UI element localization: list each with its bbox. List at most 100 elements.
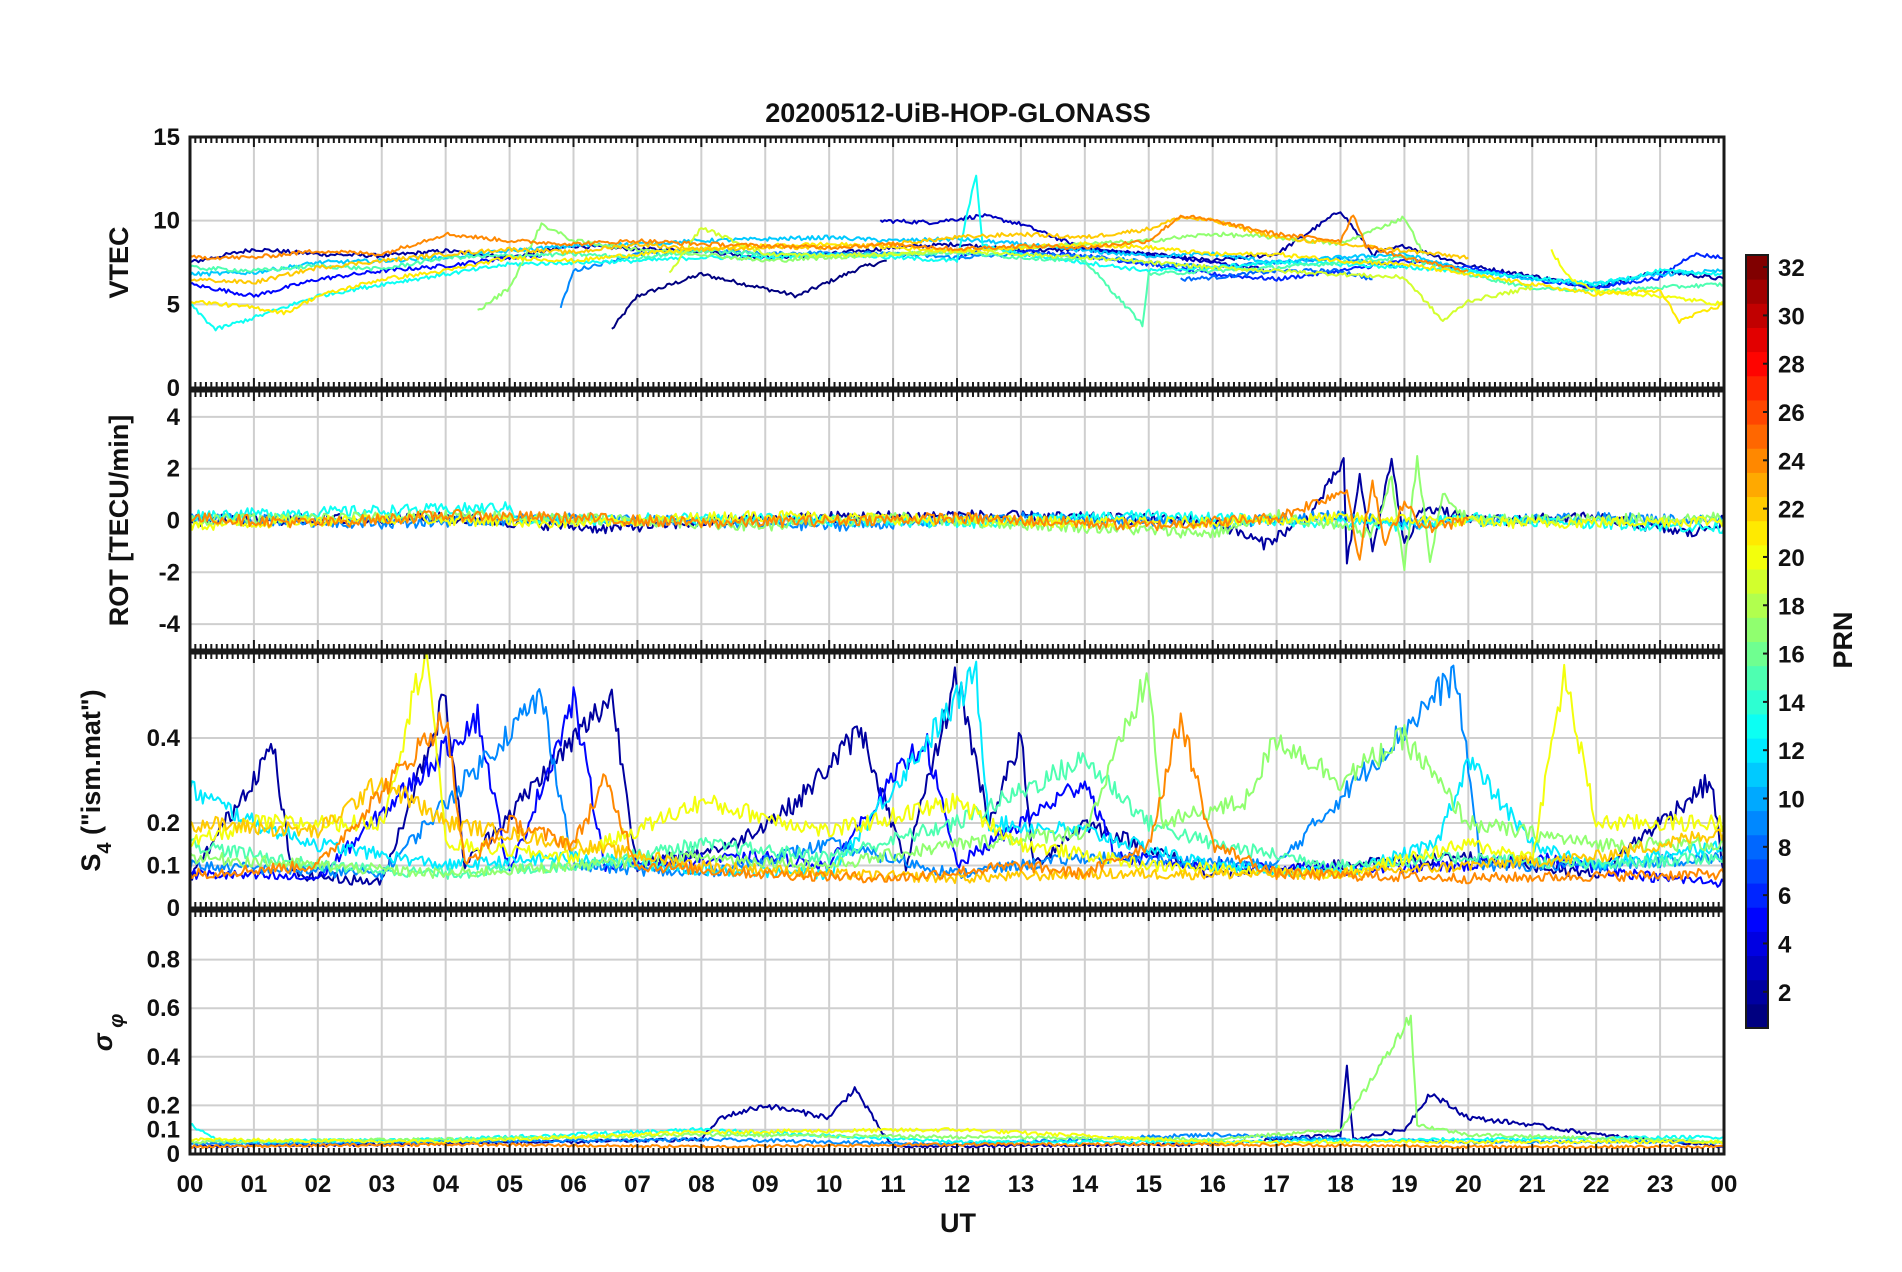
x-tick-label: 00 [177, 1171, 204, 1198]
series-line-prn-20 [190, 653, 1724, 880]
colorbar-segment [1746, 713, 1768, 739]
colorbar-segment [1746, 375, 1768, 401]
series-line-prn-5 [190, 686, 1724, 888]
colorbar-tick-label: 2 [1778, 980, 1791, 1007]
x-tick-label: 21 [1519, 1171, 1546, 1198]
colorbar-segment [1746, 472, 1768, 498]
colorbar-segment [1746, 931, 1768, 957]
colorbar-tick-label: 10 [1778, 787, 1805, 814]
y-tick-label: -2 [159, 559, 180, 586]
series-line-prn-24 [190, 711, 1724, 885]
x-tick-label: 18 [1327, 1171, 1354, 1198]
y-tick-label: -4 [159, 611, 181, 638]
colorbar-segment [1746, 544, 1768, 570]
panel-3: 0 0.1 0.2 0.4 S4 ("ism.mat") [76, 651, 1726, 922]
colorbar-segment [1746, 979, 1768, 1005]
series-line-prn-5 [190, 253, 542, 298]
colorbar-tick-label: 32 [1778, 255, 1805, 282]
y-tick-label: 4 [167, 404, 181, 431]
colorbar-segment [1746, 955, 1768, 981]
series-line-prn-13 [190, 174, 1724, 332]
y-axis-label: σ φ [88, 1014, 128, 1052]
colorbar-tick-label: 22 [1778, 497, 1805, 524]
x-tick-label: 22 [1583, 1171, 1610, 1198]
colorbar-segment [1746, 907, 1768, 932]
x-tick-label: 08 [688, 1171, 715, 1198]
colorbar-frame [1745, 254, 1769, 1029]
x-tick-label: 03 [368, 1171, 395, 1198]
colorbar-segment [1746, 569, 1768, 594]
series-group [190, 174, 1724, 332]
x-tick-label: 23 [1647, 1171, 1674, 1198]
colorbar-segment [1746, 399, 1768, 425]
colorbar-segment [1746, 255, 1768, 280]
series-group [190, 455, 1724, 572]
y-tick-label: 0.1 [147, 853, 180, 880]
colorbar-segment [1746, 303, 1768, 328]
series-line-prn-24 [190, 479, 1470, 561]
x-tick-label: 16 [1199, 1171, 1226, 1198]
colorbar-segment [1746, 593, 1768, 618]
panel-2: -4 -2 0 2 4 ROT [TECU/min] [104, 389, 1726, 652]
colorbar-tick-label: 4 [1778, 931, 1792, 958]
colorbar-segment [1746, 1003, 1768, 1029]
colorbar-segment [1746, 520, 1768, 546]
x-tick-label: 01 [241, 1171, 268, 1198]
colorbar-tick-label: 20 [1778, 545, 1805, 572]
colorbar-segment [1746, 738, 1768, 763]
series-line-prn-1 [611, 259, 887, 330]
x-tick-label: 05 [496, 1171, 523, 1198]
x-tick-label: 00 [1711, 1171, 1738, 1198]
x-tick-label: 04 [432, 1171, 459, 1198]
series-line-prn-12 [190, 660, 1724, 881]
colorbar-tick-label: 8 [1778, 835, 1791, 862]
panel-4: 00.10.2 0.4 0.6 0.8 σ φ [88, 909, 1726, 1168]
colorbar-segment [1746, 617, 1768, 642]
series-line-prn-24 [190, 214, 1469, 273]
colorbar-segment [1746, 279, 1768, 304]
panel-frame [188, 909, 1726, 1156]
x-tick-label: 17 [1263, 1171, 1290, 1198]
y-tick-label: 0 [167, 375, 180, 402]
x-tick-label: 09 [752, 1171, 779, 1198]
x-tick-label: 10 [816, 1171, 843, 1198]
colorbar-segment [1746, 883, 1768, 908]
series-line-prn-9 [190, 664, 1724, 881]
x-tick-label: 02 [304, 1171, 331, 1198]
colorbar-tick-label: 28 [1778, 352, 1805, 379]
colorbar-segment [1746, 858, 1768, 884]
x-tick-label: 14 [1071, 1171, 1098, 1198]
series-line-prn-20 [190, 1127, 1724, 1145]
x-tick-label: 15 [1135, 1171, 1162, 1198]
y-tick-label: 0 [167, 1141, 180, 1168]
y-tick-label: 0.1 [147, 1117, 180, 1144]
colorbar-tick-label: 24 [1778, 448, 1805, 475]
x-tick-label: 12 [944, 1171, 971, 1198]
colorbar-tick-label: 6 [1778, 883, 1791, 910]
panel-frame [188, 135, 1726, 390]
y-tick-label: 2 [167, 456, 180, 483]
series-line-prn-17 [190, 672, 1724, 879]
y-tick-label: 10 [153, 208, 180, 235]
x-axis: 00 01 02 03 04 05 06 07 08 09 10 11 12 13 14 15 16 17 18 19… [177, 1171, 1738, 1198]
colorbar-tick-label: 30 [1778, 303, 1805, 330]
colorbar-tick-label: 14 [1778, 690, 1805, 717]
x-axis-label: UT [940, 1208, 976, 1238]
panel-frame [188, 389, 1726, 652]
x-tick-label: 13 [1008, 1171, 1035, 1198]
x-tick-label: 11 [880, 1171, 905, 1198]
y-tick-label: 15 [153, 124, 180, 151]
y-tick-label: 5 [167, 291, 180, 318]
series-line-prn-21 [190, 241, 1724, 324]
y-tick-label: 0.2 [147, 810, 180, 837]
y-axis-label: ROT [TECU/min] [104, 415, 134, 626]
colorbar-segment [1746, 351, 1768, 377]
series-line-prn-20 [1550, 249, 1724, 306]
x-tick-label: 19 [1391, 1171, 1418, 1198]
colorbar-segment [1746, 762, 1768, 787]
colorbar-segment [1746, 689, 1768, 715]
colorbar-segment [1746, 424, 1768, 449]
colorbar-label: PRN [1828, 611, 1858, 668]
